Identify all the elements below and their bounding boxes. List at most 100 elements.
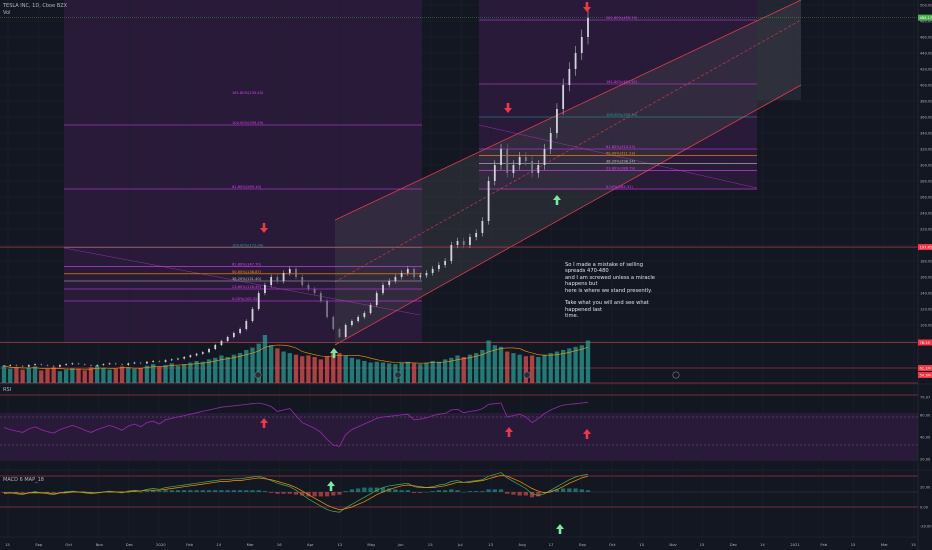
- candle-body: [114, 363, 117, 365]
- candle-body: [556, 109, 558, 133]
- macd-histogram-bar: [82, 492, 87, 493]
- volume-bar: [312, 357, 317, 383]
- volume-bar: [82, 370, 87, 383]
- macd-histogram-bar: [374, 487, 379, 492]
- candle-body: [239, 329, 241, 333]
- volume-bar: [287, 353, 292, 383]
- macd-histogram-bar: [430, 491, 435, 492]
- volume-bar: [567, 348, 572, 383]
- volume-bar: [387, 363, 392, 383]
- time-tick: 13: [488, 542, 493, 547]
- volume-badge-label: 54.3M: [920, 373, 931, 377]
- macd-histogram-bar: [287, 492, 292, 494]
- fib-first-label: 100.00%(172.04): [232, 243, 264, 247]
- candle-body: [121, 364, 123, 365]
- fib-extension-label: 261.80%(455.29): [606, 16, 638, 20]
- volume-bar: [39, 370, 44, 383]
- volume-bar: [244, 349, 249, 383]
- macd-histogram-bar: [467, 491, 473, 492]
- price-tick: 180.00: [920, 259, 932, 263]
- macd-histogram-bar: [182, 490, 187, 492]
- candle-body: [139, 362, 142, 364]
- candle-body: [369, 305, 372, 313]
- arrow-up-icon: [583, 429, 591, 439]
- candle-body: [108, 363, 111, 365]
- candle-body: [257, 293, 260, 309]
- candle-body: [487, 181, 490, 221]
- volume-bar: [76, 368, 81, 383]
- price-tick: 140.00: [920, 291, 932, 295]
- price-tick: 440.00: [920, 51, 932, 55]
- macd-histogram-bar: [194, 490, 199, 492]
- price-tick: 420.00: [920, 67, 932, 71]
- candle-body: [34, 364, 36, 365]
- price-badge: [918, 244, 932, 251]
- macd-histogram-bar: [231, 490, 237, 492]
- candle-body: [65, 364, 68, 365]
- price-tick: 100.00: [920, 323, 932, 327]
- fib-first-label: 0.00%(102.35): [232, 297, 259, 301]
- volume-bar: [579, 345, 584, 383]
- volume-bar: [442, 359, 448, 383]
- time-tick: 14: [760, 542, 765, 547]
- macd-histogram-bar: [517, 492, 522, 496]
- candle-body: [270, 277, 273, 285]
- volume-bar: [219, 355, 224, 383]
- macd-tick: 0.00: [920, 505, 929, 509]
- zone-left: [64, 0, 422, 343]
- candle-body: [288, 269, 291, 273]
- rsi-line: [3, 401, 589, 447]
- volume-bar: [331, 351, 336, 383]
- volume-bar: [45, 368, 50, 383]
- macd-histogram-bar: [331, 492, 336, 496]
- time-tick: 2020: [156, 542, 166, 547]
- macd-histogram-bar: [486, 489, 491, 492]
- time-tick: Feb: [820, 542, 827, 547]
- macd-histogram-bar: [225, 490, 230, 492]
- time-tick: 15: [851, 542, 856, 547]
- volume-bar: [449, 357, 454, 383]
- candle-body: [338, 329, 341, 337]
- arrow-up-icon: [505, 427, 513, 437]
- macd-histogram-bar: [567, 488, 572, 492]
- volume-bar: [418, 364, 423, 383]
- event-markers: [254, 371, 680, 379]
- candle-body: [9, 365, 12, 366]
- macd-histogram-bar: [126, 491, 131, 492]
- volume-bar: [480, 349, 485, 383]
- volume-bar: [585, 340, 591, 383]
- candle-body: [382, 285, 384, 293]
- volume-bar: [256, 343, 261, 383]
- volume-bar: [26, 368, 32, 383]
- price-tick: 400.00: [920, 83, 932, 87]
- macd-label: MACD 6 MAP_18: [3, 477, 44, 483]
- candle-body: [201, 352, 204, 354]
- candle-body: [295, 269, 297, 277]
- time-tick: 15: [5, 542, 10, 547]
- volume-bar: [374, 361, 379, 383]
- volume-bar: [560, 349, 566, 383]
- macd-histogram-bar: [418, 492, 423, 493]
- volume-bar: [20, 369, 25, 383]
- volume-bar: [194, 360, 199, 383]
- macd-histogram-bar: [449, 489, 454, 492]
- price-badge-label: 197.45: [920, 245, 932, 249]
- signal-arrows: [260, 2, 591, 534]
- macd-histogram-bar: [244, 490, 249, 492]
- macd-histogram-bar: [492, 489, 497, 492]
- time-tick: May: [367, 542, 376, 547]
- candle-body: [543, 149, 546, 165]
- candle-body: [587, 17, 589, 37]
- volume-bar: [250, 347, 255, 383]
- candle-body: [90, 365, 92, 366]
- fib-second-label: 38.20%(298.24): [606, 159, 636, 163]
- rsi-tick: 60.00: [920, 413, 931, 417]
- arrow-up-icon: [330, 348, 338, 358]
- candle-body: [251, 309, 254, 321]
- rsi-tick: 20.00: [920, 457, 931, 461]
- volume-bar: [411, 363, 417, 383]
- volume-bar: [107, 369, 112, 383]
- macd-histogram-bar: [262, 491, 268, 492]
- macd-histogram-bar: [20, 492, 25, 493]
